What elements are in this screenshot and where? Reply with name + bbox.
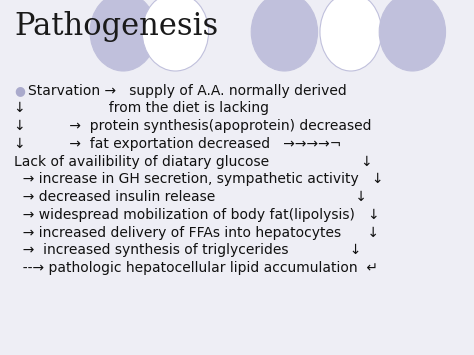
Text: ●: ●	[14, 84, 25, 97]
Ellipse shape	[90, 0, 156, 71]
Text: --→ pathologic hepatocellular lipid accumulation  ↵: --→ pathologic hepatocellular lipid accu…	[14, 261, 378, 275]
Ellipse shape	[251, 0, 318, 71]
Text: ↓          →  fat exportation decreased   →→→→¬: ↓ → fat exportation decreased →→→→¬	[14, 137, 342, 151]
Ellipse shape	[320, 0, 382, 71]
Ellipse shape	[379, 0, 446, 71]
Text: Starvation →   supply of A.A. normally derived: Starvation → supply of A.A. normally der…	[28, 83, 347, 98]
Text: ↓                   from the diet is lacking: ↓ from the diet is lacking	[14, 101, 269, 115]
Text: →  increased synthesis of triglycerides              ↓: → increased synthesis of triglycerides ↓	[14, 243, 362, 257]
Text: Pathogenesis: Pathogenesis	[14, 11, 219, 42]
Ellipse shape	[142, 0, 209, 71]
Text: Lack of availibility of diatary glucose                     ↓: Lack of availibility of diatary glucose …	[14, 154, 373, 169]
Text: → decreased insulin release                                ↓: → decreased insulin release ↓	[14, 190, 367, 204]
Text: ↓          →  protein synthesis(apoprotein) decreased: ↓ → protein synthesis(apoprotein) decrea…	[14, 119, 372, 133]
Text: → increase in GH secretion, sympathetic activity   ↓: → increase in GH secretion, sympathetic …	[14, 172, 384, 186]
Text: → increased delivery of FFAs into hepatocytes      ↓: → increased delivery of FFAs into hepato…	[14, 225, 379, 240]
Text: → widespread mobilization of body fat(lipolysis)   ↓: → widespread mobilization of body fat(li…	[14, 208, 380, 222]
